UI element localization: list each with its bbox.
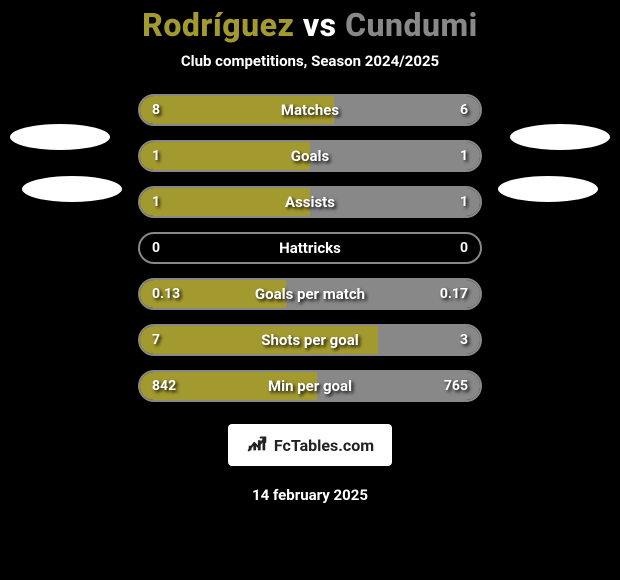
subtitle: Club competitions, Season 2024/2025 xyxy=(181,52,439,70)
stat-label: Assists xyxy=(140,188,480,216)
stat-label: Hattricks xyxy=(140,234,480,262)
stat-label: Goals xyxy=(140,142,480,170)
chart-arrow-icon xyxy=(246,432,268,458)
date-text: 14 february 2025 xyxy=(252,486,368,504)
stat-row: 0.130.17Goals per match xyxy=(138,278,482,310)
stat-row: 11Assists xyxy=(138,186,482,218)
fctables-logo-text: FcTables.com xyxy=(274,436,374,455)
stat-row: 86Matches xyxy=(138,94,482,126)
stat-row: 842765Min per goal xyxy=(138,370,482,402)
stat-row: 73Shots per goal xyxy=(138,324,482,356)
stat-label: Goals per match xyxy=(140,280,480,308)
comparison-card: Rodríguez vs Cundumi Club competitions, … xyxy=(0,0,620,580)
stat-label: Shots per goal xyxy=(140,326,480,354)
page-title: Rodríguez vs Cundumi xyxy=(142,6,478,44)
player2-name: Cundumi xyxy=(345,6,478,44)
vs-text: vs xyxy=(303,6,337,44)
stat-rows: 86Matches 11Goals 11Assists 00Hattricks 0.13… xyxy=(0,94,620,402)
stat-label: Matches xyxy=(140,96,480,124)
player1-name: Rodríguez xyxy=(142,6,294,44)
stat-row: 11Goals xyxy=(138,140,482,172)
fctables-logo[interactable]: FcTables.com xyxy=(228,424,392,466)
stat-row: 00Hattricks xyxy=(138,232,482,264)
stat-label: Min per goal xyxy=(140,372,480,400)
